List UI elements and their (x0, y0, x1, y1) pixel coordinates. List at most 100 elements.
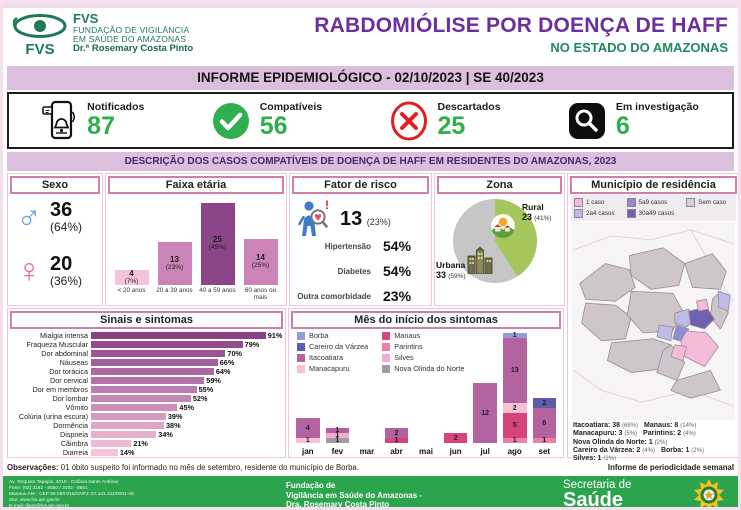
symptom-row: Diarreia 14% (10, 448, 283, 457)
footer-org-name: Fundação de Vigilância em Saúde do Amazon… (286, 481, 422, 507)
legend-swatch (297, 342, 305, 351)
symptom-row: Dormência 38% (10, 421, 283, 430)
legend-label: Parintins (394, 342, 423, 351)
map-legend-label: Sem caso (698, 199, 727, 206)
map-legend-item: 1 caso (574, 197, 622, 208)
secretaria-logo-text: Secretaria de Saúde (563, 479, 631, 507)
symptom-row: Dor abdominal 70% (10, 349, 283, 358)
stat-label: Compatíveis (259, 101, 323, 114)
female-icon: ♀ (16, 252, 42, 290)
symptom-value: 79% (244, 340, 260, 349)
faixa-bar-pct: (25%) (251, 262, 270, 270)
female-stats: 20 (36%) (50, 254, 82, 288)
case-pct: (2%) (654, 439, 668, 446)
municipio-case-item: Manacapuru: 3 (5%) (573, 430, 637, 438)
stat-label: Em investigação (615, 101, 699, 114)
panel-zona-title: Zona (437, 176, 562, 194)
male-row: ♂ 36 (64%) (14, 200, 98, 234)
symptom-value: 38% (165, 421, 181, 430)
faixa-bar-value: 25 (213, 235, 222, 245)
panel-faixa-title: Faixa etária (108, 176, 284, 194)
faixa-bar: 14 (25%) (243, 238, 278, 285)
stat-compativeis: Compatíveis 56 (211, 101, 322, 141)
map-legend-swatch (574, 198, 583, 207)
symptom-label: Dor cervical (50, 376, 88, 385)
svg-text:FVS: FVS (25, 41, 54, 58)
symptom-value: 55% (198, 385, 214, 394)
municipio-cases-list: Itacoatiara: 38 (68%) Manaus: 8 (14%)Mana… (573, 422, 737, 463)
symptom-row: Dor cervical 59% (10, 376, 283, 385)
panel-sexo-title: Sexo (10, 176, 100, 194)
symptom-row: Fraqueza Muscular 79% (10, 340, 283, 349)
month-column: 1 13 2 5 1 (500, 331, 530, 444)
symptom-bar (91, 403, 178, 412)
faixa-bar: 4 (7%) (114, 270, 149, 285)
symptom-label: Dispneia (60, 430, 88, 439)
legend-item: Manacapuru (297, 363, 368, 374)
footer-address-line: Av. Torquato Tapajós, 4010 - Colônia San… (9, 480, 119, 485)
month-axis-label: jun (449, 447, 462, 456)
legend-label: Manaus (394, 331, 421, 340)
month-column (411, 331, 441, 443)
month-segment: 6 (532, 408, 557, 438)
panel-sintomas: Sinais e sintomas Mialgia intensa 91% Fraq… (7, 308, 286, 458)
faixa-bar: 25 (45%) (200, 202, 235, 285)
amazonas-map (571, 222, 736, 420)
symptom-value: 66% (219, 358, 235, 367)
map-legend-swatch (686, 198, 696, 207)
municipio-case-item: Manaus: 8 (14%) (644, 422, 696, 430)
legend-swatch (297, 353, 305, 362)
faixa-axis-label: 60 anos ou mais (244, 287, 277, 301)
legend-label: Borba (309, 331, 329, 340)
case-pct: (68%) (622, 423, 639, 429)
map-legend-label: 1 caso (586, 199, 605, 206)
case-name-value: Nova Olinda do Norte: 1 (573, 438, 655, 446)
symptom-value: 59% (206, 376, 221, 385)
symptom-bar (91, 430, 157, 439)
month-segment: 1 (502, 332, 527, 339)
stat-label: Descartados (437, 101, 501, 114)
observacoes-text: Observações: 01 óbito suspeito foi infor… (7, 463, 359, 472)
month-axis-label: abr (390, 447, 403, 456)
symptom-label: Colúria (urina escura) (18, 412, 88, 421)
municipio-map-legend: 1 caso 2a4 casos 5a9 casos 30a49 casos Sem c… (571, 195, 736, 221)
sintomas-chart: Mialgia intensa 91% Fraqueza Muscular 79% Do… (10, 331, 283, 457)
symptom-bar (91, 421, 164, 430)
phone-notification-icon (42, 100, 76, 139)
magnifier-icon (568, 102, 605, 139)
rural-value: 23 (522, 212, 533, 222)
risk-row-value: 23% (383, 288, 412, 304)
stat-text: Compatíveis 56 (260, 101, 322, 139)
case-name-value: Manaus: 8 (644, 422, 681, 429)
male-stats: 36 (64%) (50, 200, 82, 234)
legend-swatch (382, 331, 391, 340)
section-band: DESCRIÇÃO DOS CASOS COMPATÍVEIS DE DOENÇ… (7, 152, 734, 171)
symptom-bar (91, 385, 197, 394)
symptom-value: 52% (192, 394, 208, 403)
faixa-bar: 13 (23%) (157, 242, 192, 285)
symptom-row: Dor lombar 52% (10, 394, 283, 403)
faixa-bar-pct: (23%) (165, 264, 184, 272)
observacoes-label: Observações: (7, 463, 59, 472)
symptom-row: Dor em membros 55% (10, 385, 283, 394)
risk-row-label: Hipertensão (324, 241, 371, 251)
month-segment: 2 (532, 398, 557, 408)
symptom-bar (91, 367, 214, 376)
legend-label: Manacapuru (309, 364, 350, 373)
month-segment: 1 (325, 437, 350, 444)
case-pct: (4%) (683, 431, 696, 438)
month-column: 2 (441, 331, 471, 443)
case-name-value: Parintins: 2 (643, 430, 684, 438)
risk-row-outra: Outra comorbidade 23% (294, 288, 419, 304)
female-pct: (36%) (50, 274, 83, 288)
month-column (352, 331, 382, 443)
male-icon: ♂ (16, 198, 42, 236)
symptom-bar (91, 358, 218, 367)
symptom-value: 91% (267, 331, 283, 340)
faixa-bar-value: 14 (256, 253, 265, 263)
month-axis-label: set (538, 447, 551, 456)
legend-swatch (382, 364, 391, 373)
faixa-axis-label: 20 a 39 anos (156, 287, 193, 294)
male-value: 36 (50, 199, 73, 221)
